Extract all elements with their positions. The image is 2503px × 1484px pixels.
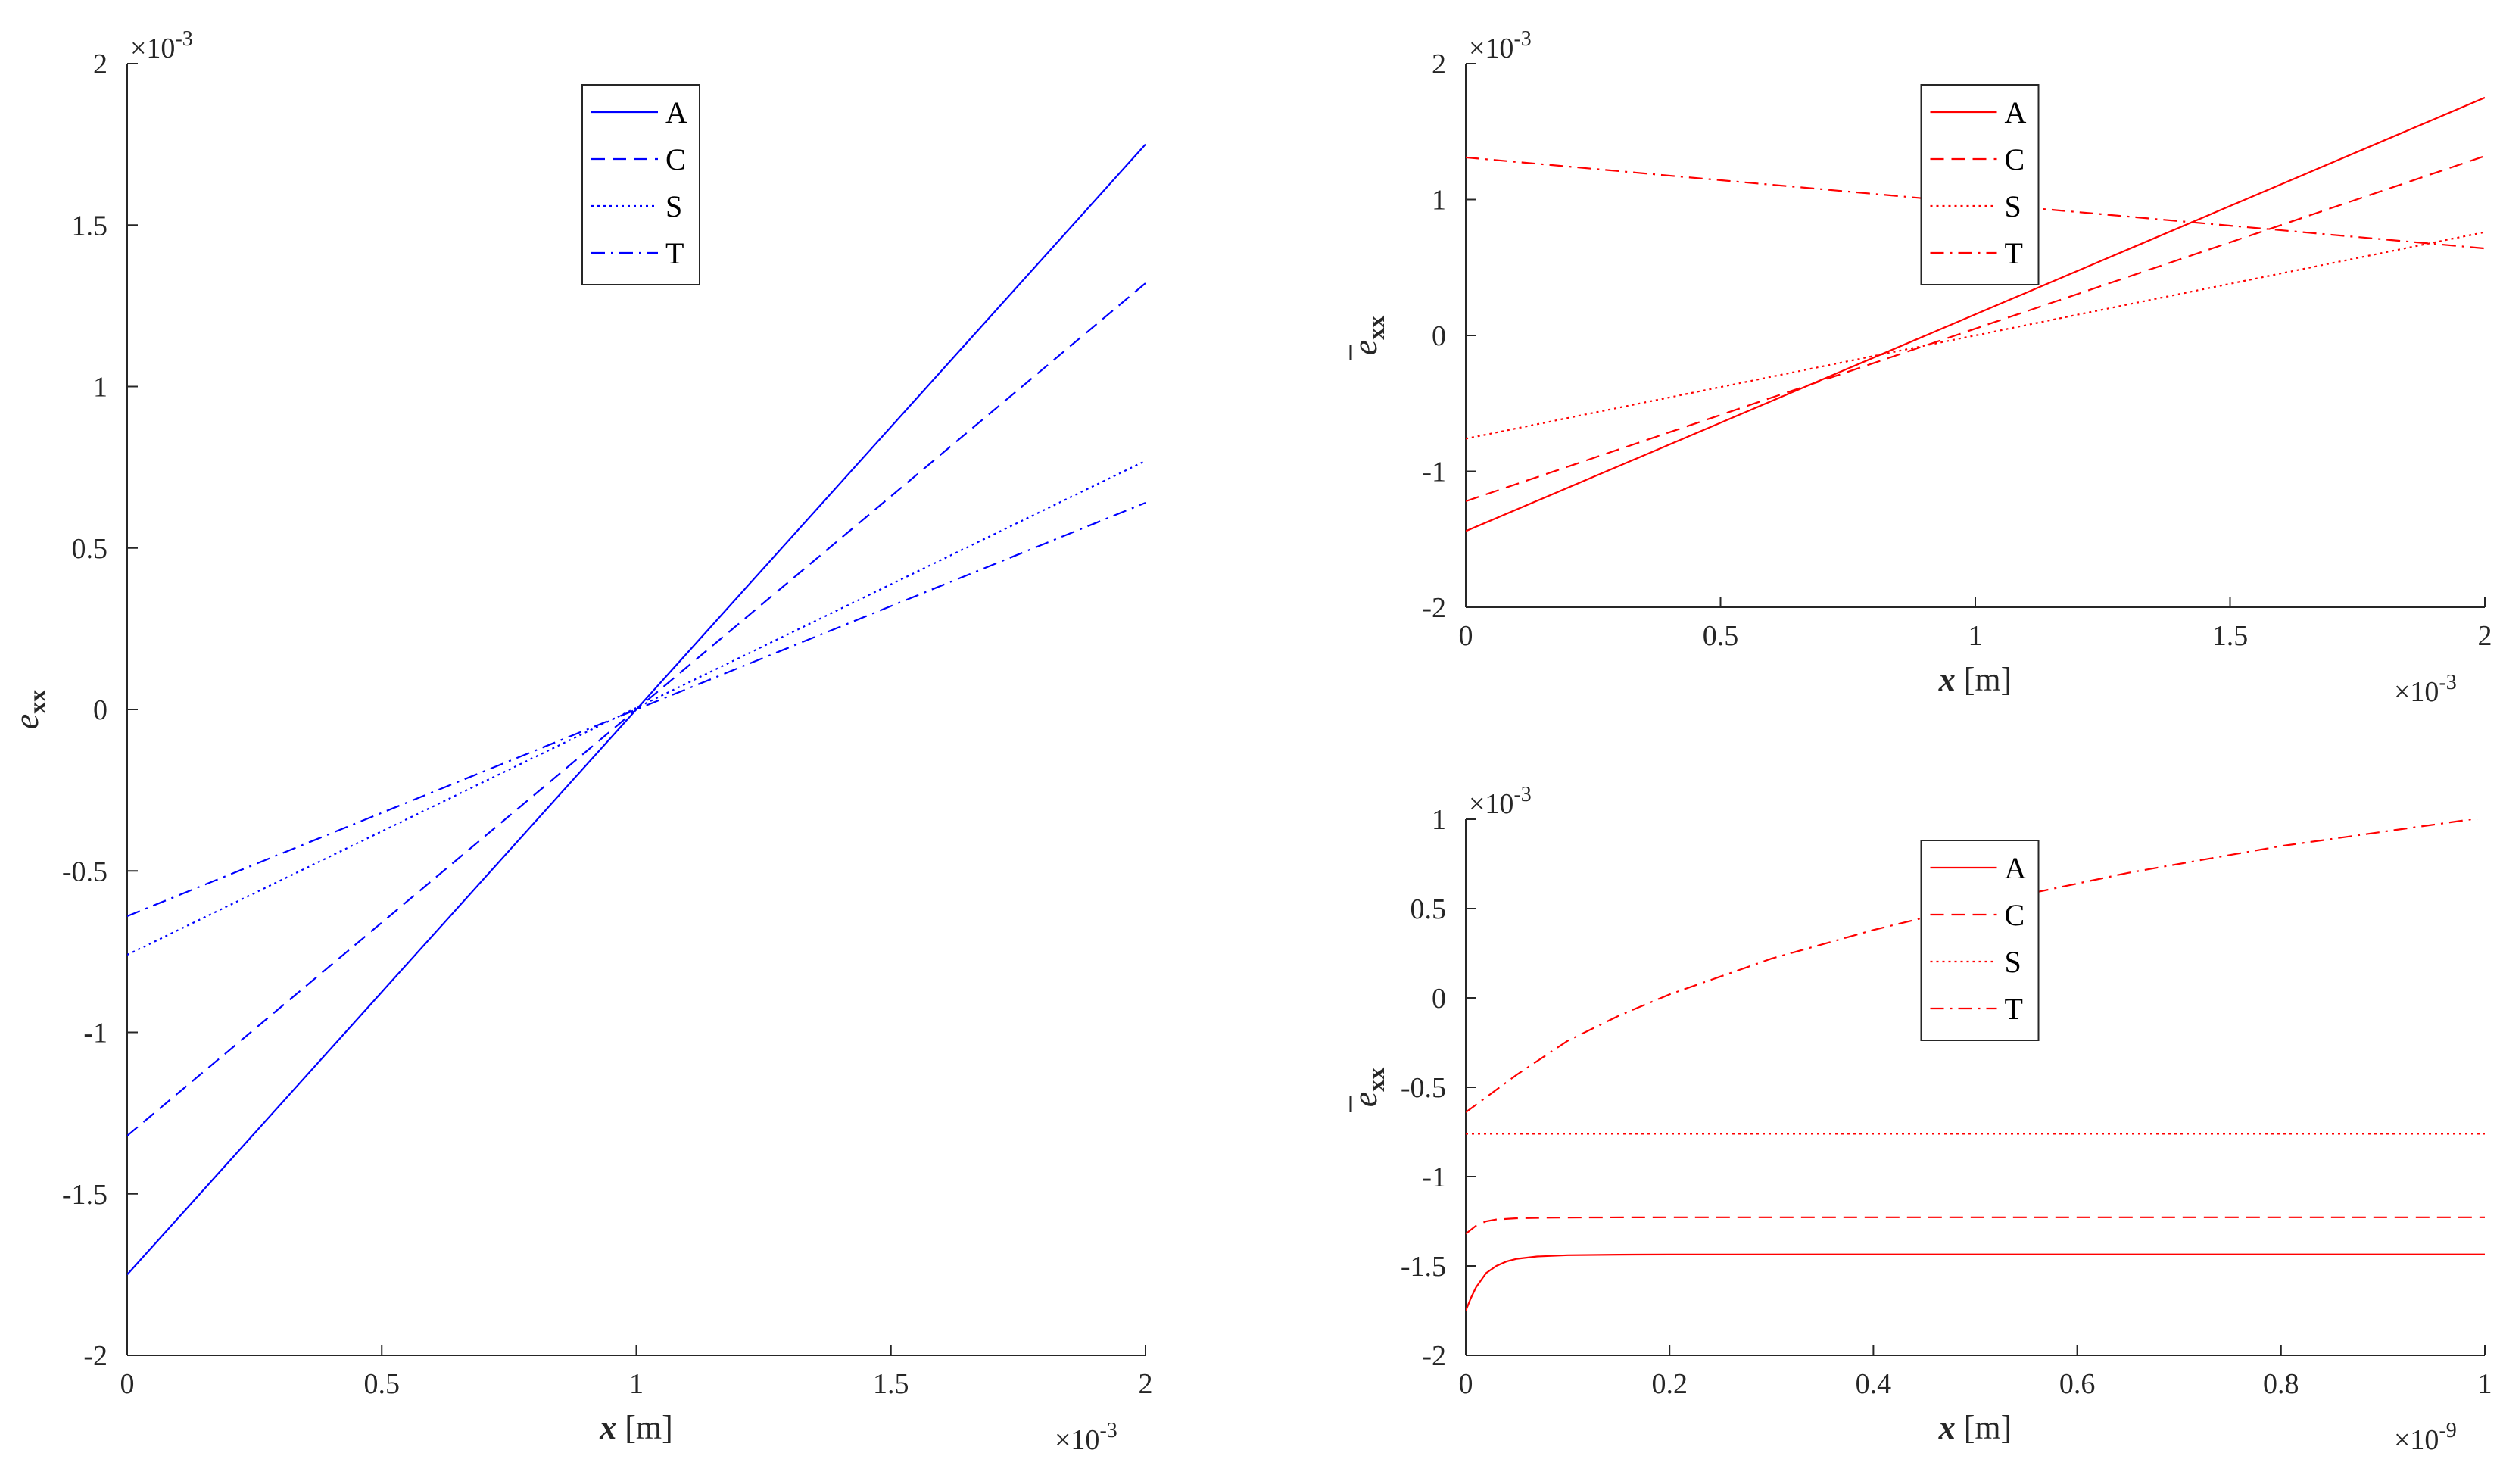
legend-label-C: C	[665, 142, 686, 176]
series-line-C	[1466, 155, 2485, 503]
x-tick-label: 0	[120, 1368, 135, 1400]
legend-label-T: T	[2005, 236, 2023, 270]
y-tick-label: 1	[93, 372, 108, 404]
x-tick-label: 1.5	[873, 1368, 909, 1400]
y-tick-label: 0	[1432, 983, 1446, 1015]
y-axis-label: exx	[1345, 1068, 1389, 1112]
legend-label-S: S	[2005, 945, 2021, 979]
x-axis-label: x [m]	[1938, 1409, 2012, 1446]
chart-left: 0 0.5 1 1.5 2 -2 -1.5 -1 -0.5 0 0.5 1 1.5 2 ×10-3 ×10-3…	[7, 27, 1153, 1456]
y-axis-label: exx	[7, 690, 51, 729]
legend-label-A: A	[2005, 851, 2027, 885]
y-exponent-label: ×10-3	[1469, 783, 1532, 820]
x-tick-label: 0.5	[1703, 620, 1739, 652]
series-line-A	[1466, 96, 2485, 532]
y-tick-label: -1	[1422, 1161, 1446, 1193]
y-exponent-label: ×10-3	[1469, 27, 1532, 64]
series-line-S	[127, 460, 1146, 956]
x-exponent-label: ×10-3	[1055, 1419, 1117, 1456]
x-tick-label: 0.6	[2059, 1368, 2096, 1400]
legend-box	[1920, 840, 2040, 1041]
y-axis-label-text: exx	[7, 690, 51, 729]
y-tick-label: 1	[1432, 804, 1446, 836]
legend-label-T: T	[2005, 992, 2023, 1026]
x-tick-label: 0	[1459, 620, 1473, 652]
x-exponent-label: ×10-9	[2394, 1419, 2457, 1456]
x-axis-label: x [m]	[599, 1409, 673, 1446]
legend-label-T: T	[665, 236, 684, 270]
y-tick-label: 0.5	[72, 533, 108, 565]
legend-box	[581, 84, 700, 285]
x-tick-label: 2	[1139, 1368, 1153, 1400]
legend-label-S: S	[665, 189, 682, 223]
y-tick-label: 1.5	[72, 210, 108, 242]
y-axis-label-text: exx	[1345, 1068, 1389, 1107]
series-line-C	[127, 282, 1146, 1136]
y-tick-label: 2	[1432, 48, 1446, 80]
y-tick-label: -2	[83, 1340, 108, 1372]
y-exponent-label: ×10-3	[130, 27, 193, 64]
x-tick-label: 1	[629, 1368, 644, 1400]
y-axis-label: exx	[1345, 316, 1389, 360]
x-tick-label: 1	[2478, 1368, 2492, 1400]
series-line-A	[1466, 1253, 2485, 1311]
y-tick-label: 0	[93, 694, 108, 726]
chart-bottom-right: 0 0.2 0.4 0.6 0.8 1 -2 -1.5 -1 -0.5 0 0.5 1 ×10-3 ×10-…	[1345, 783, 2492, 1456]
y-tick-label: -0.5	[62, 856, 108, 887]
x-tick-label: 0	[1459, 1368, 1473, 1400]
x-axis-label: x [m]	[1938, 661, 2012, 698]
y-tick-label: -1.5	[62, 1179, 108, 1211]
legend-label-A: A	[2005, 95, 2027, 129]
y-tick-label: 0.5	[1410, 893, 1447, 925]
y-tick-label: -0.5	[1401, 1072, 1446, 1104]
x-tick-label: 2	[2478, 620, 2492, 652]
x-tick-label: 0.5	[364, 1368, 401, 1400]
legend-label-C: C	[2005, 142, 2025, 176]
legend-box	[1920, 84, 2040, 285]
y-tick-label: 1	[1432, 185, 1446, 217]
legend-label-A: A	[665, 95, 687, 129]
series-line-C	[1466, 1216, 2485, 1235]
y-tick-label: -2	[1422, 592, 1446, 624]
x-tick-label: 1	[1968, 620, 1983, 652]
y-tick-label: -2	[1422, 1340, 1446, 1372]
legend-label-S: S	[2005, 189, 2021, 223]
y-axis-label-text: exx	[1345, 316, 1389, 355]
y-tick-label: -1	[1422, 457, 1446, 488]
series-line-S	[1466, 231, 2485, 440]
y-tick-label: -1.5	[1401, 1251, 1446, 1283]
x-tick-label: 0.8	[2263, 1368, 2299, 1400]
x-tick-label: 0.2	[1651, 1368, 1688, 1400]
y-tick-label: 2	[93, 48, 108, 80]
series-line-T	[1466, 819, 2478, 1113]
x-exponent-label: ×10-3	[2394, 671, 2457, 708]
x-tick-label: 0.4	[1856, 1368, 1892, 1400]
y-tick-label: 0	[1432, 320, 1446, 352]
legend-label-C: C	[2005, 898, 2025, 932]
x-tick-label: 1.5	[2212, 620, 2249, 652]
y-tick-label: -1	[83, 1018, 108, 1049]
